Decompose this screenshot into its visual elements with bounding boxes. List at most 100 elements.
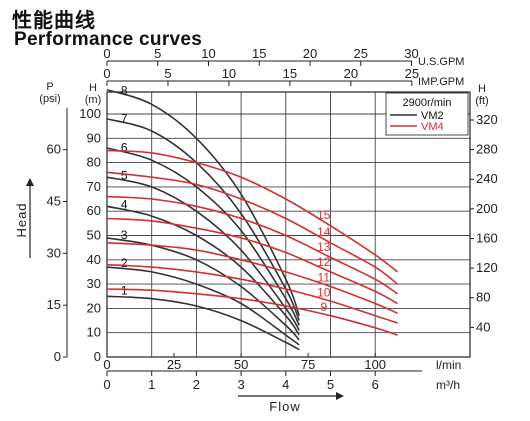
usgpm-tick-label: 20 — [303, 46, 317, 61]
psi-tick-label: 30 — [47, 245, 61, 260]
head-m-tick-label: 30 — [87, 276, 101, 291]
psi-unit-label: P (psi) — [39, 81, 60, 105]
series-line-9 — [106, 288, 398, 336]
series-label-7: 7 — [121, 112, 128, 126]
head-ft-tick-label: 40 — [476, 319, 490, 334]
impgpm-tick-label: 0 — [103, 66, 110, 81]
lmin-tick-label: 50 — [234, 357, 248, 372]
psi-tick-label: 45 — [47, 193, 61, 208]
psi-tick-label: 60 — [47, 142, 61, 157]
head-ft-tick-label: 240 — [476, 171, 498, 186]
m3h-tick-label: 3 — [237, 377, 244, 392]
head-m-tick-label: 20 — [87, 300, 101, 315]
lmin-tick-label: 100 — [364, 357, 386, 372]
chart-title-chinese: 性能曲线 — [12, 8, 96, 32]
series-label-6: 6 — [121, 141, 128, 155]
head-arrow-head — [26, 178, 34, 186]
usgpm-tick-label: 0 — [103, 46, 110, 61]
m3h-tick-label: 1 — [148, 377, 155, 392]
impgpm-tick-label: 25 — [405, 66, 419, 81]
series-label-2: 2 — [121, 256, 128, 270]
impgpm-unit-label: IMP.GPM — [418, 76, 464, 88]
series-line-4 — [106, 205, 300, 336]
head-ft-tick-label: 320 — [476, 112, 498, 127]
m3h-tick-label: 5 — [327, 377, 334, 392]
usgpm-tick-label: 15 — [252, 46, 266, 61]
plot-frame — [106, 91, 471, 358]
m3h-tick-label: 4 — [282, 377, 289, 392]
series-label-14: 14 — [317, 225, 331, 239]
m3h-tick-label: 0 — [103, 377, 110, 392]
impgpm-tick-label: 10 — [222, 66, 236, 81]
head-ft-tick-label: 160 — [476, 230, 498, 245]
lmin-tick-label: 25 — [167, 357, 181, 372]
legend-title: 2900r/min — [403, 97, 452, 109]
series-label-9: 9 — [320, 300, 327, 314]
m3h-unit-label: m³/h — [436, 378, 460, 392]
series-label-8: 8 — [121, 84, 128, 98]
series-line-15 — [106, 149, 399, 273]
legend-label-vm2: VM2 — [421, 110, 444, 122]
series-line-12 — [106, 217, 398, 305]
series-line-7 — [106, 118, 300, 321]
series-line-1 — [106, 295, 300, 351]
series-label-10: 10 — [317, 285, 331, 299]
usgpm-tick-label: 10 — [201, 46, 215, 61]
head-m-tick-label: 70 — [87, 179, 101, 194]
x-axis-title: Flow — [269, 399, 300, 414]
series-line-2 — [106, 266, 300, 346]
head-m-unit-label: H (m) — [85, 82, 102, 106]
impgpm-tick-label: 15 — [283, 66, 297, 81]
chart-title: Performance curves — [14, 29, 203, 50]
series-label-12: 12 — [317, 255, 331, 269]
series-label-5: 5 — [121, 169, 128, 183]
series-label-4: 4 — [121, 198, 128, 212]
series-line-10 — [106, 263, 398, 324]
head-ft-tick-label: 80 — [476, 290, 490, 305]
head-ft-tick-label: 280 — [476, 142, 498, 157]
head-m-tick-label: 80 — [87, 155, 101, 170]
series-label-13: 13 — [317, 240, 331, 254]
series-line-14 — [106, 171, 399, 285]
series-label-3: 3 — [121, 228, 128, 242]
psi-tick-label: 0 — [54, 349, 61, 364]
head-ft-tick-label: 120 — [476, 260, 498, 275]
series-label-15: 15 — [317, 208, 331, 222]
series-label-11: 11 — [318, 270, 331, 284]
usgpm-unit-label: U.S.GPM — [418, 56, 464, 68]
lmin-tick-label: 0 — [103, 357, 110, 372]
psi-tick-label: 15 — [47, 297, 61, 312]
head-m-tick-label: 50 — [87, 228, 101, 243]
series-line-6 — [106, 147, 300, 326]
series-line-11 — [106, 242, 398, 315]
impgpm-tick-label: 5 — [164, 66, 171, 81]
vm2-curves: 1 2 3 4 5 6 7 8 — [106, 84, 300, 351]
lmin-unit-label: l/min — [436, 358, 461, 372]
y-axis-title: Head — [14, 202, 29, 237]
usgpm-tick-label: 30 — [404, 46, 418, 61]
legend-box — [385, 92, 469, 136]
series-line-5 — [106, 176, 300, 331]
usgpm-tick-label: 5 — [154, 46, 161, 61]
head-m-tick-label: 40 — [87, 252, 101, 267]
lmin-tick-label: 75 — [301, 357, 315, 372]
head-ft-unit-label: H (ft) — [475, 83, 488, 107]
usgpm-tick-label: 25 — [354, 46, 368, 61]
head-ft-tick-label: 200 — [476, 201, 498, 216]
series-line-13 — [106, 195, 399, 295]
m3h-tick-label: 2 — [193, 377, 200, 392]
legend-label-vm4: VM4 — [421, 121, 444, 133]
series-line-8 — [106, 88, 300, 316]
head-m-tick-label: 90 — [87, 130, 101, 145]
m3h-tick-label: 6 — [372, 377, 379, 392]
head-m-tick-label: 10 — [87, 325, 101, 340]
head-m-tick-label: 0 — [94, 349, 101, 364]
flow-arrow-head — [336, 392, 344, 400]
series-label-1: 1 — [121, 284, 128, 298]
head-m-tick-label: 60 — [87, 203, 101, 218]
impgpm-tick-label: 20 — [344, 66, 358, 81]
